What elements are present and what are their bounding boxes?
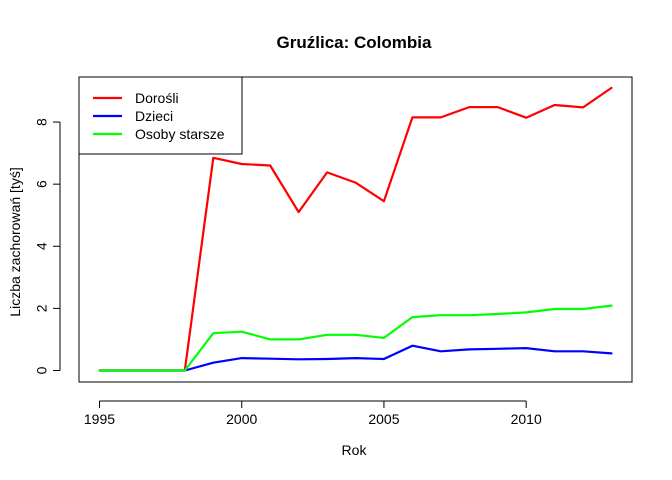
x-axis: 1995 2000 2005 2010 bbox=[84, 400, 542, 427]
x-tick-label: 1995 bbox=[84, 411, 115, 427]
legend: Dorośli Dzieci Osoby starsze bbox=[78, 76, 243, 155]
x-tick-label: 2000 bbox=[226, 411, 257, 427]
legend-label: Dzieci bbox=[135, 108, 173, 124]
chart-title: Gruźlica: Colombia bbox=[277, 33, 432, 52]
series-layer bbox=[98, 86, 613, 372]
legend-label: Dorośli bbox=[135, 90, 179, 106]
y-tick-label: 6 bbox=[34, 180, 50, 188]
y-axis-title: Liczba zachorowań [tyś] bbox=[7, 167, 23, 316]
x-tick-label: 2010 bbox=[511, 411, 542, 427]
y-tick-label: 0 bbox=[34, 366, 50, 374]
y-tick-label: 8 bbox=[34, 118, 50, 126]
plot-frame bbox=[78, 76, 633, 383]
x-tick-label: 2005 bbox=[368, 411, 399, 427]
legend-label: Osoby starsze bbox=[135, 126, 225, 142]
series-line-1 bbox=[98, 344, 613, 372]
y-tick-label: 2 bbox=[34, 304, 50, 312]
y-axis: 0 2 4 6 8 bbox=[34, 118, 61, 374]
series-line-2 bbox=[98, 304, 613, 372]
x-axis-title: Rok bbox=[342, 442, 368, 458]
y-tick-label: 4 bbox=[34, 242, 50, 250]
